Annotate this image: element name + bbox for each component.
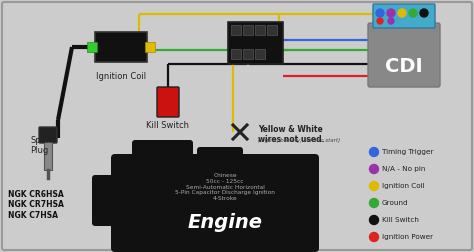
Bar (255, 49, 265, 59)
Circle shape (398, 9, 406, 17)
Bar (44, 142, 52, 170)
FancyBboxPatch shape (132, 140, 193, 166)
Text: Ignition Power: Ignition Power (382, 234, 433, 240)
FancyBboxPatch shape (39, 127, 57, 143)
Text: Yellow & White
wires not used.: Yellow & White wires not used. (258, 125, 325, 144)
FancyBboxPatch shape (2, 2, 472, 250)
Bar (267, 25, 277, 35)
Text: Spark
Plug: Spark Plug (30, 136, 54, 155)
FancyBboxPatch shape (368, 23, 440, 87)
Text: N/A - No pin: N/A - No pin (382, 166, 425, 172)
Bar (243, 25, 253, 35)
FancyBboxPatch shape (373, 4, 435, 28)
Text: CDI: CDI (385, 57, 423, 77)
Bar (255, 25, 265, 35)
Text: Ignition Coil: Ignition Coil (382, 183, 425, 189)
Text: Ignition Coil: Ignition Coil (96, 72, 146, 81)
Bar (231, 25, 241, 35)
FancyBboxPatch shape (197, 147, 243, 171)
Circle shape (370, 147, 379, 156)
FancyBboxPatch shape (228, 22, 283, 64)
FancyBboxPatch shape (145, 42, 155, 52)
Circle shape (409, 9, 417, 17)
Circle shape (370, 181, 379, 191)
FancyBboxPatch shape (92, 175, 123, 226)
Circle shape (370, 199, 379, 207)
Circle shape (370, 215, 379, 225)
Text: Engine: Engine (188, 213, 263, 232)
Text: Kill Switch: Kill Switch (382, 217, 419, 223)
FancyBboxPatch shape (111, 154, 319, 252)
Circle shape (387, 9, 395, 17)
Circle shape (370, 233, 379, 241)
Circle shape (420, 9, 428, 17)
Text: NGK CR6HSA
NGK CR7HSA
NGK C7HSA: NGK CR6HSA NGK CR7HSA NGK C7HSA (8, 190, 64, 220)
FancyBboxPatch shape (87, 42, 97, 52)
Circle shape (370, 165, 379, 173)
Circle shape (377, 18, 383, 24)
Circle shape (376, 9, 384, 17)
FancyBboxPatch shape (95, 32, 147, 62)
FancyBboxPatch shape (157, 87, 179, 117)
Text: Chinese
50cc - 125cc
Semi-Automatic Horizontal
5-Pin Capacitor Discharge Ignitio: Chinese 50cc - 125cc Semi-Automatic Hori… (175, 173, 275, 201)
Text: Ground: Ground (382, 200, 409, 206)
Bar (231, 49, 241, 59)
Circle shape (388, 18, 394, 24)
Text: (Lights, battery, electric start): (Lights, battery, electric start) (258, 138, 340, 143)
Text: Kill Switch: Kill Switch (146, 120, 190, 130)
Text: Timing Trigger: Timing Trigger (382, 149, 434, 155)
Bar (243, 49, 253, 59)
